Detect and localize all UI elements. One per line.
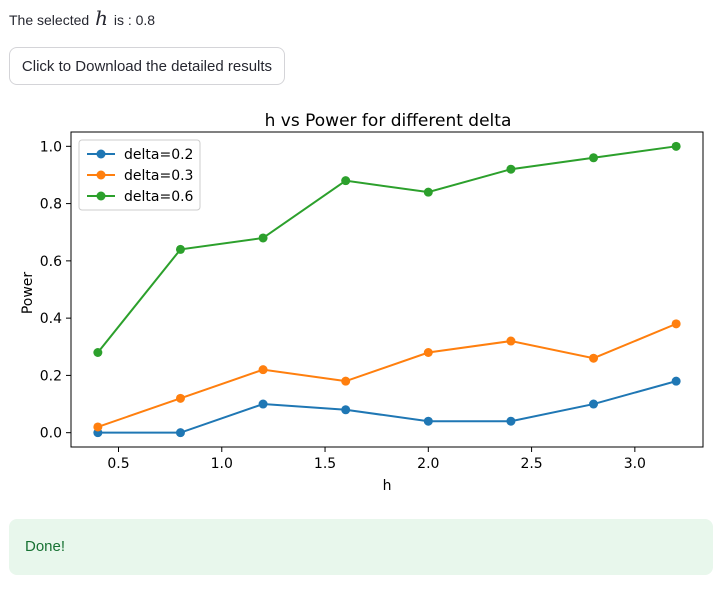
legend: delta=0.2 delta=0.3 delta=0.6 (78, 139, 201, 211)
x-tick-label: 0.5 (107, 456, 129, 472)
data-point (175, 244, 185, 254)
series-layer (93, 141, 681, 438)
y-tick-label: 1.0 (40, 139, 62, 155)
data-point (341, 405, 351, 415)
download-results-button[interactable]: Click to Download the detailed results (9, 47, 285, 85)
y-tick-label: 0.2 (40, 368, 62, 384)
data-point (423, 348, 433, 357)
data-point (671, 319, 681, 329)
chart-title: h vs Power for different delta (265, 111, 512, 131)
data-point (423, 416, 433, 426)
power-chart: h vs Power for different delta 0.5 1.0 1.5… (0, 100, 725, 500)
data-point (671, 141, 681, 151)
x-axis-label: h (383, 478, 392, 494)
data-point (341, 376, 351, 386)
x-axis: 0.5 1.0 1.5 2.0 2.5 3.0 (107, 447, 646, 472)
data-point (175, 428, 185, 438)
legend-label: delta=0.6 (124, 189, 194, 205)
y-tick-label: 0.8 (40, 197, 62, 213)
success-message: Done! (25, 538, 66, 555)
legend-label: delta=0.2 (124, 147, 193, 163)
data-point (506, 416, 516, 426)
chart-svg: h vs Power for different delta 0.5 1.0 1.5… (20, 111, 704, 494)
legend-marker (96, 149, 106, 159)
x-tick-label: 2.5 (520, 456, 542, 472)
data-point (258, 399, 268, 409)
y-tick-label: 0.4 (40, 311, 62, 327)
selected-h-text: The selected h is : 0.8 (9, 4, 155, 34)
legend-box (78, 139, 201, 211)
y-axis-label: Power (20, 272, 36, 315)
data-point (258, 365, 268, 375)
data-point (671, 376, 681, 386)
y-axis: 0.0 0.2 0.4 0.6 0.8 1.0 (40, 139, 71, 442)
x-tick-label: 3.0 (624, 456, 646, 472)
x-tick-label: 2.0 (417, 456, 439, 472)
data-point (506, 336, 516, 346)
selected-value: is : 0.8 (113, 12, 156, 28)
data-point (589, 399, 599, 409)
selected-prefix: The selected (9, 12, 90, 28)
x-tick-label: 1.5 (314, 456, 336, 472)
data-point (506, 164, 516, 174)
data-point (589, 153, 599, 163)
legend-label: delta=0.3 (124, 168, 193, 184)
x-tick-label: 1.0 (211, 456, 233, 472)
data-point (93, 348, 103, 357)
success-alert: Done! (9, 519, 713, 575)
data-point (423, 187, 433, 197)
data-point (93, 422, 103, 432)
legend-marker (96, 191, 106, 201)
data-point (258, 233, 268, 243)
y-tick-label: 0.0 (40, 426, 62, 442)
series-line-delta=0.6 (97, 145, 677, 354)
data-point (589, 353, 599, 363)
legend-marker (96, 170, 106, 180)
plot-frame (70, 131, 704, 448)
series-line-delta=0.2 (97, 380, 677, 434)
y-tick-label: 0.6 (40, 254, 62, 270)
data-point (175, 393, 185, 403)
series-line-delta=0.3 (97, 322, 677, 428)
data-point (341, 176, 351, 186)
h-variable: h (95, 6, 108, 30)
